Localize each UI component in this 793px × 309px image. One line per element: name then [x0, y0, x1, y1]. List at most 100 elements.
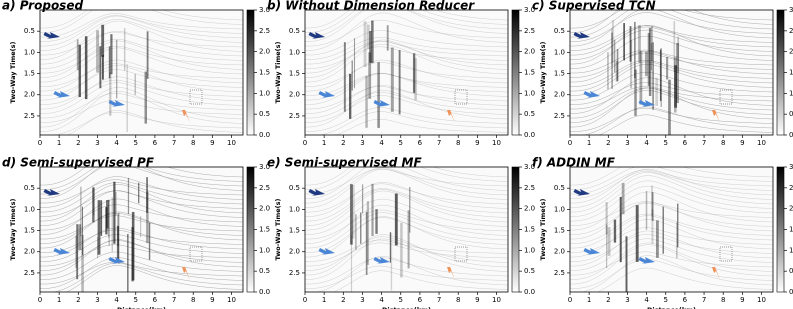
- reflector: [40, 184, 243, 222]
- fault: [146, 191, 149, 244]
- fault: [677, 203, 679, 248]
- x-tick-label: 5: [664, 296, 668, 304]
- reflector: [305, 30, 508, 56]
- fault: [127, 233, 129, 292]
- seismic-image: [40, 167, 243, 292]
- x-tick-label: 3: [360, 296, 364, 304]
- fault: [76, 39, 79, 71]
- image-bg: [570, 10, 773, 135]
- reflector: [40, 10, 243, 29]
- reflector: [305, 90, 508, 128]
- panel-title: d) Semi-supervised PF: [2, 156, 155, 170]
- seismic-image: [570, 10, 773, 135]
- anomaly: [454, 89, 468, 105]
- fault: [101, 24, 105, 57]
- arrow: [182, 107, 190, 123]
- x-tick-label: 10: [227, 139, 236, 147]
- colorbar-tick-label: 0.0: [524, 131, 535, 139]
- fault: [666, 56, 669, 80]
- reflector: [598, 114, 773, 135]
- reflector: [570, 171, 773, 199]
- colorbar-tick-label: 2.5: [524, 184, 535, 192]
- x-axis-label: Distance(km): [382, 306, 431, 309]
- reflector: [40, 93, 243, 119]
- colorbar-tick-label: 2.5: [259, 184, 270, 192]
- reflector: [305, 209, 508, 240]
- reflector: [570, 25, 773, 51]
- y-tick-label: 0.5: [289, 184, 300, 192]
- y-axis-label: Two-Way Time(s): [274, 42, 282, 104]
- arrow: [447, 264, 455, 280]
- reflector: [305, 73, 508, 105]
- y-axis-label: Two-Way Time(s): [539, 199, 547, 261]
- fault: [109, 72, 112, 116]
- reflector: [570, 49, 773, 74]
- panel-title: e) Semi-supervised MF: [267, 156, 422, 170]
- anomaly: [719, 246, 733, 262]
- colorbar-tick-label: 1.5: [259, 226, 270, 234]
- y-tick-label: 2.0: [289, 91, 300, 99]
- x-tick-label: 2: [606, 296, 610, 304]
- x-tick-label: 9: [740, 296, 744, 304]
- x-tick-label: 4: [114, 139, 119, 147]
- reflector: [570, 167, 773, 186]
- x-tick-label: 0: [38, 139, 42, 147]
- x-tick-label: 9: [475, 139, 479, 147]
- reflector: [40, 65, 243, 101]
- y-tick-label: 0.5: [24, 27, 35, 35]
- reflector: [570, 201, 773, 240]
- reflector: [305, 188, 508, 222]
- reflector: [40, 198, 243, 235]
- reflector: [305, 168, 508, 208]
- fault: [659, 49, 662, 101]
- arrow: [573, 32, 590, 39]
- x-tick-label: 5: [399, 139, 403, 147]
- colorbar: [776, 166, 785, 293]
- colorbar: [511, 166, 520, 293]
- reflector: [305, 95, 508, 123]
- fault: [113, 181, 116, 244]
- x-tick-label: 2: [341, 296, 345, 304]
- colorbar-tick-label: 2.0: [789, 48, 793, 56]
- fault: [660, 47, 662, 107]
- colorbar-tick-label: 1.0: [259, 246, 270, 254]
- reflector: [305, 43, 508, 83]
- fault: [613, 219, 617, 243]
- reflector: [40, 182, 243, 213]
- fault: [674, 65, 678, 108]
- colorbar-tick-label: 1.5: [789, 69, 793, 77]
- reflector: [570, 90, 773, 123]
- reflector: [40, 229, 243, 253]
- colorbar-tick-label: 0.5: [789, 267, 793, 275]
- reflector: [570, 52, 773, 78]
- fault: [377, 62, 380, 128]
- fault: [123, 28, 126, 71]
- reflector: [40, 257, 243, 289]
- x-tick-label: 0: [303, 296, 307, 304]
- reflector: [570, 50, 773, 83]
- reflector: [570, 61, 773, 92]
- x-tick-label: 6: [418, 296, 423, 304]
- fault: [134, 73, 137, 95]
- y-tick-label: 2.5: [289, 269, 300, 277]
- reflector: [570, 107, 773, 132]
- fault: [676, 222, 678, 259]
- fault: [639, 50, 643, 105]
- frame: [39, 9, 244, 136]
- fault: [648, 27, 652, 96]
- fault: [651, 25, 653, 62]
- y-tick-label: 2.5: [24, 269, 35, 277]
- fault: [611, 28, 613, 66]
- fault: [116, 39, 118, 99]
- x-tick-label: 1: [587, 139, 591, 147]
- panel-title: c) Supervised TCN: [532, 0, 656, 13]
- fault: [645, 191, 648, 230]
- reflector: [40, 213, 243, 244]
- x-tick-label: 2: [606, 139, 610, 147]
- fault: [607, 226, 611, 256]
- image-bg: [40, 10, 243, 135]
- fault: [97, 200, 101, 255]
- y-tick-label: 0.5: [554, 27, 565, 35]
- panel-title: f) ADDIN MF: [532, 156, 616, 170]
